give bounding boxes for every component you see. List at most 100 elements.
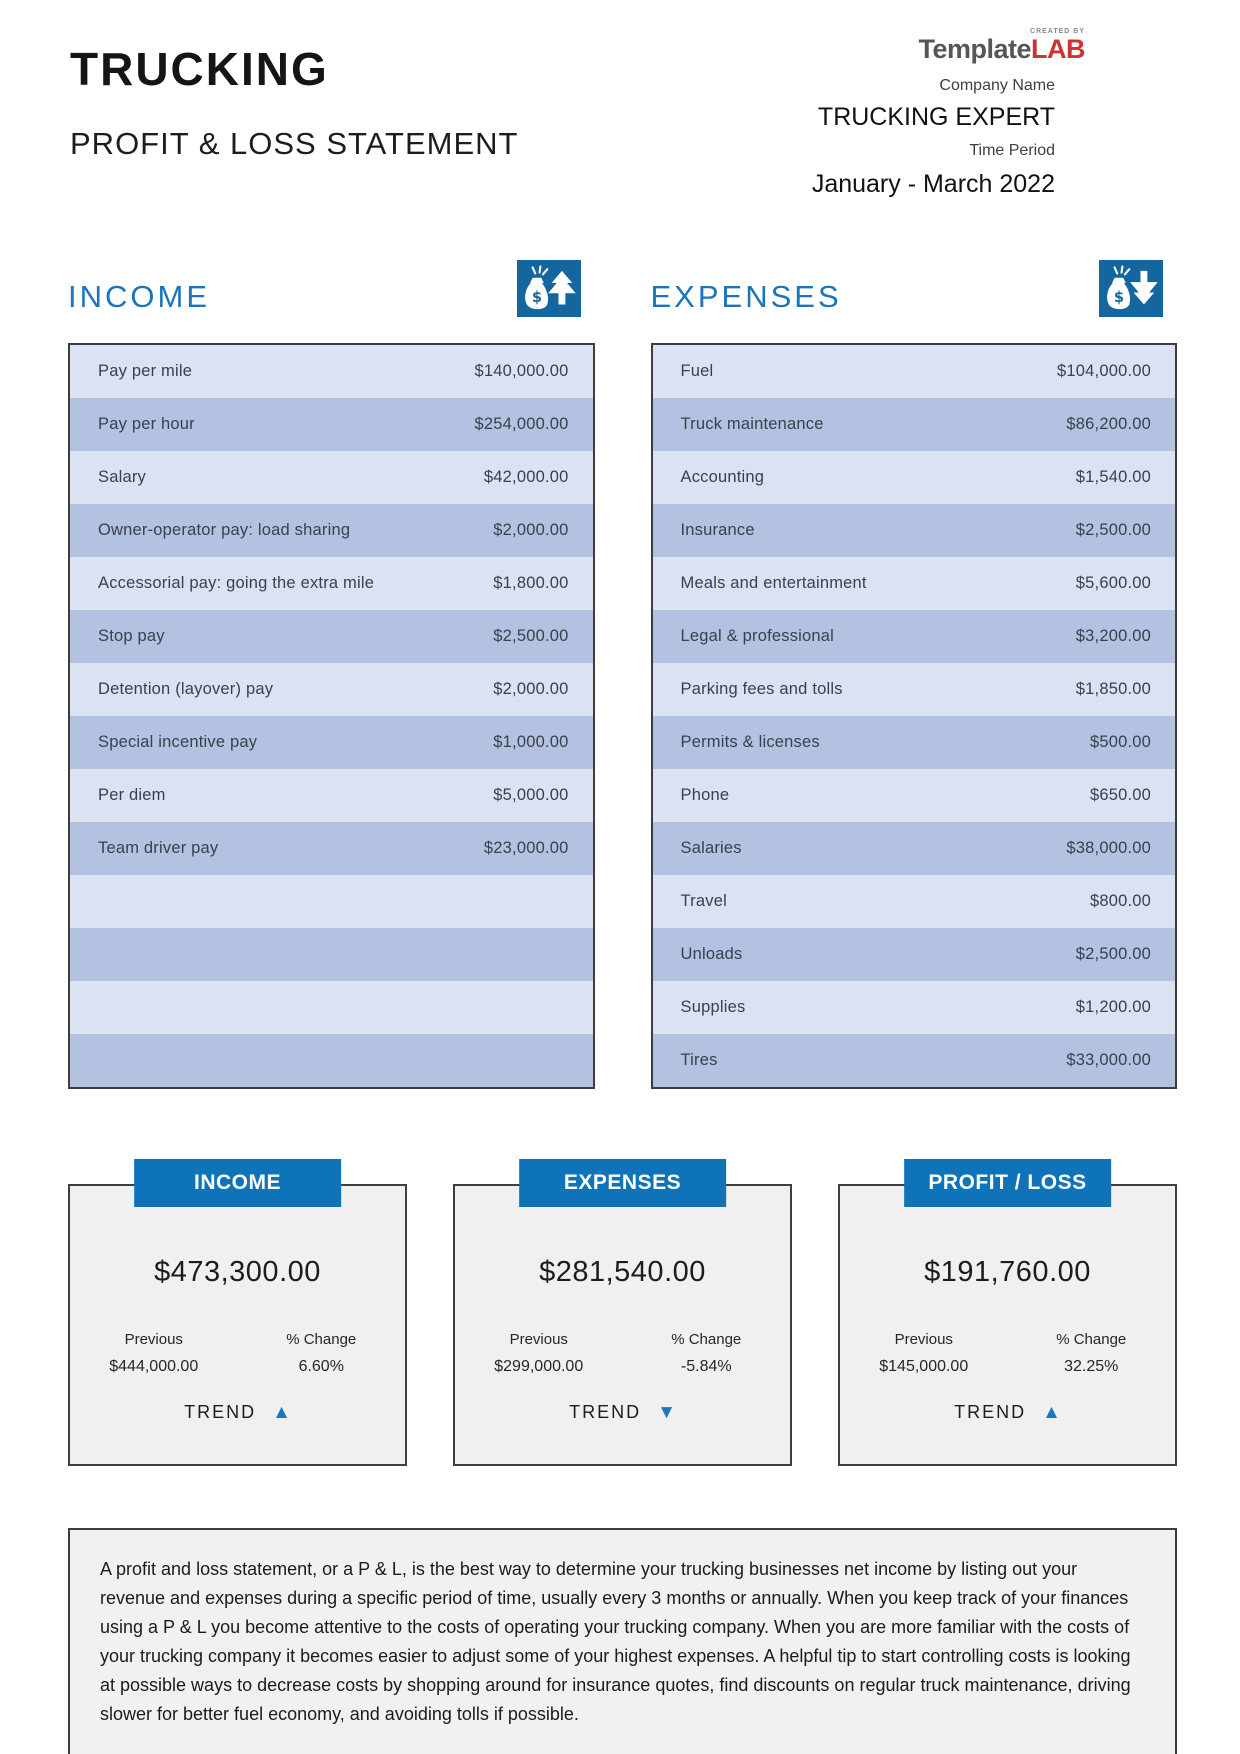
income-row	[70, 875, 593, 928]
income-expenses-section: INCOME $ Pay per mile $140,000.00 Pay per…	[68, 257, 1177, 1089]
trend-label: TREND	[569, 1402, 642, 1422]
income-row-label: Team driver pay	[98, 839, 219, 857]
expense-row: Supplies $1,200.00	[652, 981, 1175, 1034]
income-row-label: Accessorial pay: going the extra mile	[98, 574, 375, 592]
expense-row-value: $1,200.00	[1075, 998, 1151, 1016]
expense-row-value: $2,500.00	[1075, 945, 1151, 963]
page-header: TRUCKING PROFIT & LOSS STATEMENT CREATED…	[0, 0, 1240, 199]
svg-text:$: $	[1114, 288, 1124, 305]
expense-row-value: $1,540.00	[1075, 468, 1151, 486]
income-row-label: Salary	[98, 468, 146, 486]
previous-value: $145,000.00	[879, 1358, 969, 1375]
expense-row-value: $3,200.00	[1075, 627, 1151, 645]
income-row-label: Pay per hour	[98, 415, 195, 433]
expense-row: Phone $650.00	[652, 769, 1175, 822]
expense-row: Legal & professional $3,200.00	[652, 610, 1175, 663]
expenses-summary-card: EXPENSES $281,540.00 Previous $299,000.0…	[453, 1159, 792, 1466]
trend-label: TREND	[184, 1402, 257, 1422]
logo-tagline: CREATED BY	[1030, 28, 1085, 35]
expense-row-label: Travel	[680, 892, 727, 910]
expense-row: Accounting $1,540.00	[652, 451, 1175, 504]
income-header: INCOME $	[68, 257, 595, 317]
income-row-value: $1,800.00	[493, 574, 569, 592]
income-row	[70, 928, 593, 981]
expense-row-label: Permits & licenses	[680, 733, 820, 751]
income-row: Special incentive pay $1,000.00	[70, 716, 593, 769]
expense-row-label: Parking fees and tolls	[680, 680, 843, 698]
income-total-amount: $473,300.00	[154, 1256, 321, 1288]
income-row-value: $23,000.00	[483, 839, 569, 857]
templatelab-logo: CREATED BY TemplateLAB	[812, 28, 1085, 63]
expenses-previous: Previous $299,000.00	[455, 1331, 623, 1376]
expense-row-label: Tires	[680, 1051, 718, 1069]
expense-row-value: $2,500.00	[1075, 521, 1151, 539]
expense-row-label: Accounting	[680, 468, 765, 486]
income-row-value: $254,000.00	[474, 415, 569, 433]
expense-row-label: Meals and entertainment	[680, 574, 867, 592]
expense-row-label: Legal & professional	[680, 627, 835, 645]
expenses-card-title: EXPENSES	[518, 1159, 727, 1207]
income-row-label: Detention (layover) pay	[98, 680, 274, 698]
expenses-total-amount: $281,540.00	[539, 1256, 706, 1288]
trend-up-icon: ▲	[1042, 1402, 1061, 1423]
profit-loss-change: % Change 32.25%	[1008, 1331, 1176, 1376]
expense-row-value: $33,000.00	[1066, 1051, 1151, 1069]
income-row-label: Special incentive pay	[98, 733, 258, 751]
income-row-label: Owner-operator pay: load sharing	[98, 521, 351, 539]
profit-loss-previous: Previous $145,000.00	[840, 1331, 1008, 1376]
profit-loss-total-amount: $191,760.00	[924, 1256, 1091, 1288]
page-title: TRUCKING	[70, 43, 329, 95]
income-row-value: $2,500.00	[493, 627, 569, 645]
income-previous: Previous $444,000.00	[70, 1331, 238, 1376]
expense-row: Travel $800.00	[652, 875, 1175, 928]
trend-down-icon: ▼	[657, 1402, 676, 1423]
expense-row-label: Insurance	[680, 521, 755, 539]
logo-text-lab: LAB	[1031, 34, 1086, 64]
expense-row: Truck maintenance $86,200.00	[652, 398, 1175, 451]
header-meta: CREATED BY TemplateLAB Company Name TRUC…	[812, 28, 1240, 199]
expense-row: Unloads $2,500.00	[652, 928, 1175, 981]
income-card-title: INCOME	[133, 1159, 342, 1207]
expense-row: Parking fees and tolls $1,850.00	[652, 663, 1175, 716]
change-label: % Change	[286, 1331, 357, 1348]
income-row-value: $5,000.00	[493, 786, 569, 804]
svg-text:$: $	[531, 288, 541, 305]
expense-row: Fuel $104,000.00	[652, 345, 1175, 398]
income-row: Per diem $5,000.00	[70, 769, 593, 822]
expense-row: Meals and entertainment $5,600.00	[652, 557, 1175, 610]
income-row-label: Per diem	[98, 786, 166, 804]
time-period-label: Time Period	[969, 142, 1055, 159]
change-label: % Change	[1056, 1331, 1127, 1348]
previous-value: $444,000.00	[109, 1358, 199, 1375]
income-column: INCOME $ Pay per mile $140,000.00 Pay per…	[68, 257, 595, 1089]
income-row: Accessorial pay: going the extra mile $1,…	[70, 557, 593, 610]
expenses-table: Fuel $104,000.00 Truck maintenance $86,200…	[650, 343, 1177, 1089]
income-row-label: Pay per mile	[98, 362, 193, 380]
trend-up-icon: ▲	[272, 1402, 291, 1423]
income-row: Salary $42,000.00	[70, 451, 593, 504]
income-row: Detention (layover) pay $2,000.00	[70, 663, 593, 716]
expense-row-label: Salaries	[680, 839, 742, 857]
expense-row-label: Truck maintenance	[680, 415, 824, 433]
profit-loss-card-title: PROFIT / LOSS	[903, 1159, 1112, 1207]
income-change: % Change 6.60%	[238, 1331, 406, 1376]
previous-label: Previous	[124, 1331, 183, 1348]
description-box: A profit and loss statement, or a P & L,…	[68, 1528, 1177, 1754]
income-summary-card: INCOME $473,300.00 Previous $444,000.00 …	[68, 1159, 407, 1466]
change-label: % Change	[671, 1331, 742, 1348]
income-row: Team driver pay $23,000.00	[70, 822, 593, 875]
expenses-heading: EXPENSES	[650, 279, 842, 314]
expense-row-label: Phone	[680, 786, 730, 804]
expenses-column: EXPENSES $ Fuel $104,000.00 Truck mainten…	[650, 257, 1177, 1089]
expense-row-value: $5,600.00	[1075, 574, 1151, 592]
income-row	[70, 1034, 593, 1087]
expense-row: Salaries $38,000.00	[652, 822, 1175, 875]
income-heading: INCOME	[68, 279, 210, 314]
expense-row-value: $500.00	[1089, 733, 1151, 751]
income-row: Pay per hour $254,000.00	[70, 398, 593, 451]
money-bag-arrow-down-icon: $	[1099, 260, 1163, 317]
previous-label: Previous	[509, 1331, 568, 1348]
income-table: Pay per mile $140,000.00 Pay per hour $254…	[68, 343, 595, 1089]
income-row-value: $2,000.00	[493, 521, 569, 539]
